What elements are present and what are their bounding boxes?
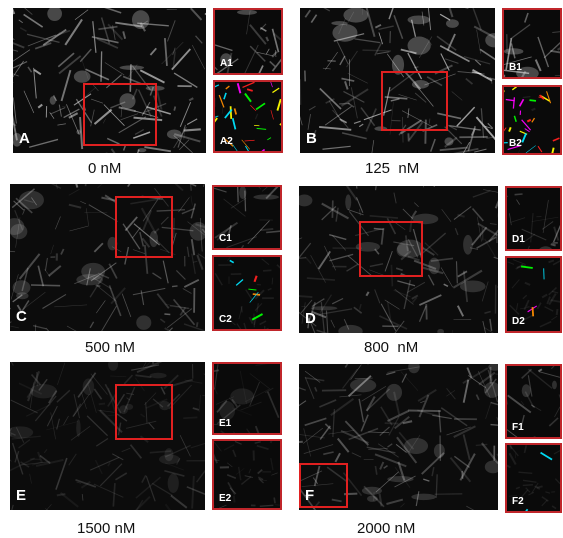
micrograph-e: E: [10, 362, 205, 510]
inset-d1-texture: [507, 193, 560, 249]
inset-d2-texture: [507, 259, 560, 328]
panel-letter-a: A: [19, 130, 30, 147]
panel-letter-e: E: [16, 487, 27, 504]
inset-b1-texture: [504, 12, 560, 77]
inset-f1-texture: [507, 366, 560, 437]
inset-d2: D2: [505, 256, 562, 333]
inset-e1: E1: [212, 362, 282, 435]
inset-a1: A1: [213, 8, 283, 75]
panel-letter-d: D: [305, 310, 316, 327]
inset-f2: F2: [505, 443, 562, 513]
roi-box-a: [83, 83, 157, 146]
roi-box-c: [115, 196, 173, 258]
inset-label-e1: E1: [219, 418, 232, 429]
inset-c1-texture: [214, 187, 280, 248]
roi-box-f: [299, 463, 348, 508]
inset-b2-texture: [504, 87, 560, 153]
inset-f2-texture: [507, 445, 560, 511]
caption-f: 2000 nM: [357, 520, 416, 537]
panel-letter-b: B: [306, 130, 317, 147]
inset-f1: F1: [505, 364, 562, 439]
micrograph-c-texture: [10, 184, 205, 331]
inset-c2-texture: [214, 257, 280, 329]
inset-e2-texture: [214, 441, 280, 508]
micrograph-b-texture: [300, 8, 495, 153]
inset-e1-texture: [214, 364, 280, 433]
micrograph-f: F: [299, 364, 498, 510]
caption-e: 1500 nM: [77, 520, 136, 537]
inset-c2: C2: [212, 255, 282, 331]
inset-a2: A2: [213, 80, 283, 153]
micrograph-a-texture: [13, 8, 206, 153]
inset-label-f2: F2: [512, 496, 524, 507]
roi-box-e: [115, 384, 173, 440]
inset-b1: B1: [502, 8, 562, 79]
inset-label-e2: E2: [219, 493, 232, 504]
micrograph-e-texture: [10, 362, 205, 510]
caption-a: 0 nM: [88, 160, 122, 177]
inset-b2: B2: [502, 85, 562, 155]
inset-label-d1: D1: [512, 234, 525, 245]
inset-label-a2: A2: [220, 136, 233, 147]
inset-label-b2: B2: [509, 138, 522, 149]
micrograph-d-texture: [299, 186, 498, 333]
inset-label-b1: B1: [509, 62, 522, 73]
micrograph-c: C: [10, 184, 205, 331]
micrograph-a: A: [13, 8, 206, 153]
caption-b: 125 nM: [365, 160, 420, 177]
inset-label-d2: D2: [512, 316, 525, 327]
inset-d1: D1: [505, 186, 562, 251]
inset-label-a1: A1: [220, 58, 233, 69]
inset-label-c1: C1: [219, 233, 232, 244]
inset-a1-texture: [215, 10, 281, 73]
inset-a2-texture: [215, 82, 281, 151]
micrograph-d: D: [299, 186, 498, 333]
caption-c: 500 nM: [85, 339, 136, 356]
inset-label-c2: C2: [219, 314, 232, 325]
micrograph-b: B: [300, 8, 495, 153]
roi-box-d: [359, 221, 423, 277]
caption-d: 800 nM: [364, 339, 419, 356]
inset-c1: C1: [212, 185, 282, 250]
micrograph-f-texture: [299, 364, 498, 510]
inset-label-f1: F1: [512, 422, 524, 433]
inset-e2: E2: [212, 439, 282, 510]
roi-box-b: [381, 71, 448, 131]
panel-letter-c: C: [16, 308, 27, 325]
panel-letter-f: F: [305, 487, 315, 504]
